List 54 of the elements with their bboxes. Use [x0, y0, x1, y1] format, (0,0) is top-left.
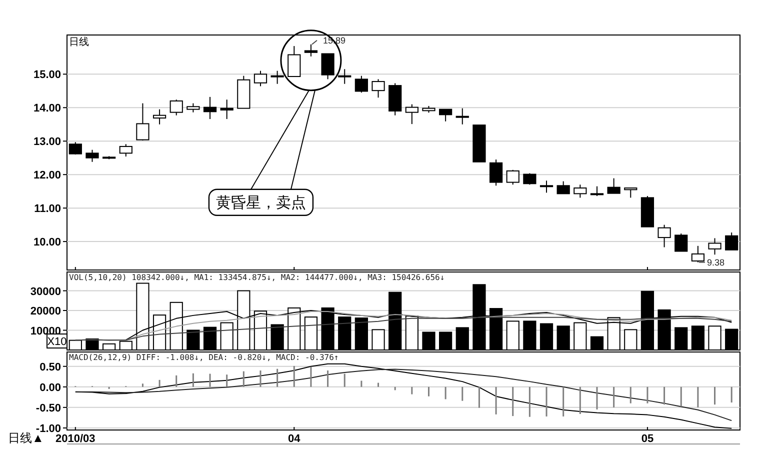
x-tick-label: 2010/03 [56, 433, 96, 445]
candlestick [220, 99, 234, 120]
candlestick [203, 96, 217, 120]
candlestick [136, 102, 150, 141]
candlestick [405, 104, 418, 125]
candlestick [270, 70, 284, 84]
candlestick [439, 108, 452, 122]
candlestick [540, 180, 554, 194]
annotation: MACD(26,12,9) DIFF: -1.008↓, DEA: -0.820↓, MACD: -0.376↑ [69, 353, 339, 362]
candlestick [304, 44, 318, 57]
candlestick [456, 108, 469, 125]
candlestick [506, 169, 520, 186]
candlestick [556, 180, 570, 194]
y-tick-label: 0.00 [40, 382, 61, 394]
x-tick-label: 05 [641, 433, 654, 445]
y-tick-label: 13.00 [33, 136, 61, 148]
annotation: VOL(5,10,20) 108342.000↓, MA1: 133454.875↓, MA2: 144477.000↓, MA3: 150426.656↓ [69, 273, 445, 282]
line-series [74, 368, 732, 422]
candlestick [658, 224, 671, 248]
candlestick [372, 78, 385, 98]
candlestick [574, 184, 587, 198]
candlestick [321, 53, 334, 80]
candlestick [624, 187, 638, 198]
chart-title: 日线 [69, 36, 89, 48]
candlestick [489, 159, 503, 186]
candlestick [674, 233, 688, 252]
candlestick [691, 245, 704, 263]
y-tick-label: 15.00 [33, 69, 61, 82]
y-tick-label: 30000 [30, 286, 61, 298]
annotation: 黄昏星，卖点 [216, 193, 306, 212]
candlestick [523, 172, 536, 186]
text: X10 [47, 336, 67, 348]
line-series [74, 316, 732, 341]
candlestick [152, 108, 166, 125]
candlestick [288, 46, 301, 78]
candlestick [254, 70, 268, 87]
candlestick [186, 102, 200, 113]
candlestick [708, 238, 722, 256]
candlestick [338, 68, 352, 84]
candlestick [354, 75, 368, 94]
y-tick-label: 20000 [30, 306, 61, 318]
candlestick [607, 178, 620, 194]
y-tick-label: 11.00 [34, 203, 61, 216]
y-tick-label: -0.50 [36, 402, 61, 414]
candlestick [86, 149, 99, 162]
y-tick-label: 12.00 [33, 170, 61, 182]
x-tick-label: 04 [288, 433, 302, 445]
candlestick [590, 186, 604, 197]
y-tick-label: 0.50 [40, 361, 61, 374]
annotation: 9.38 [706, 257, 724, 268]
y-tick-label: 14.00 [33, 102, 61, 115]
y-tick-label: 10.00 [33, 236, 61, 249]
candlestick [170, 99, 183, 116]
candlestick [119, 144, 132, 158]
